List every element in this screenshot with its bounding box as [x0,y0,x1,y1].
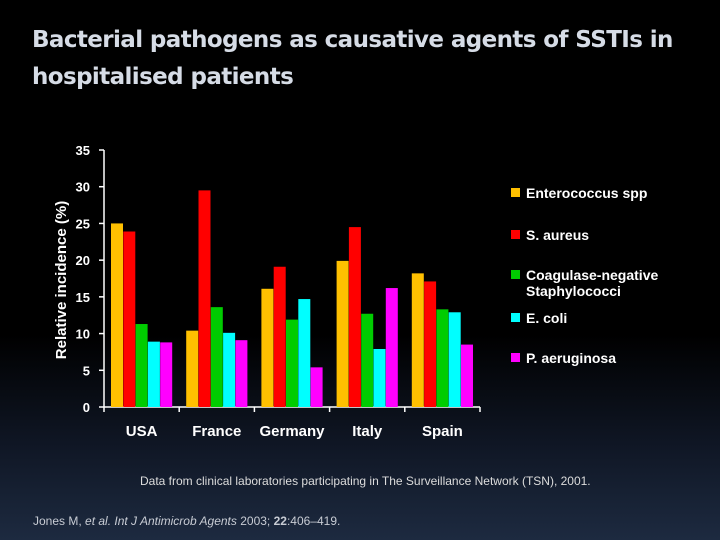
y-tick-label: 15 [76,290,90,305]
bar [348,227,361,407]
citation-volume: 22 [273,514,287,528]
citation-author: Jones M, [33,514,86,528]
bar [385,288,398,407]
bar [273,266,286,407]
bar [147,341,160,407]
bar [235,340,248,407]
x-tick-label: Italy [352,423,383,440]
bar [336,260,349,407]
legend-swatch [511,230,520,239]
bar [310,367,323,407]
bar [123,231,136,407]
bar [210,307,223,407]
x-axis-tick-labels: USA France Germany Italy Spain [126,423,463,440]
y-tick-label: 10 [76,327,90,342]
bar [111,223,123,407]
x-tick-label: France [192,423,241,440]
chart-axes: 0 5 10 15 20 25 30 35 [76,143,481,415]
x-tick-label: Spain [422,423,463,440]
bar [436,309,449,407]
bar [135,324,148,407]
legend-swatch [511,353,520,362]
legend-label: Staphylococci [526,283,621,299]
y-tick-label: 20 [76,253,90,268]
y-tick-label: 0 [83,400,90,415]
citation-pages: :406–419. [286,514,341,528]
y-tick-label: 35 [76,143,90,158]
legend-swatch [511,270,520,279]
y-tick-label: 25 [76,216,90,231]
chart-legend: Enterococcus spp S. aureus Coagulase-negat… [511,185,658,366]
legend-label: S. aureus [526,227,589,243]
bar [461,344,473,407]
chart-bars [111,190,473,407]
bar [424,281,437,407]
bar [160,342,173,407]
legend-swatch [511,313,520,322]
x-tick-label: Germany [259,423,325,440]
bar [261,288,274,407]
bar [198,190,211,407]
citation-year: 2003; [236,514,274,528]
bar [286,319,298,407]
bar [373,348,386,407]
y-tick-label: 30 [76,180,90,195]
citation: Jones M, et al. Int J Antimicrob Agents … [33,514,340,528]
slide-title: Bacterial pathogens as causative agents … [32,27,673,90]
bar [223,332,236,407]
legend-swatch [511,188,520,197]
bar [186,330,199,407]
bar [298,299,311,407]
x-tick-label: USA [126,423,158,440]
bar [411,273,424,407]
legend-label: E. coli [526,310,567,326]
legend-label: Enterococcus spp [526,185,647,201]
legend-label: Coagulase-negative [526,267,658,283]
y-axis-label: Relative incidence (%) [53,201,70,359]
bar [448,312,461,407]
bar [361,313,374,407]
legend-label: P. aeruginosa [526,350,616,366]
source-note: Data from clinical laboratories particip… [140,474,591,488]
citation-journal: et al. Int J Antimicrob Agents [85,514,237,528]
y-tick-label: 5 [83,363,90,378]
